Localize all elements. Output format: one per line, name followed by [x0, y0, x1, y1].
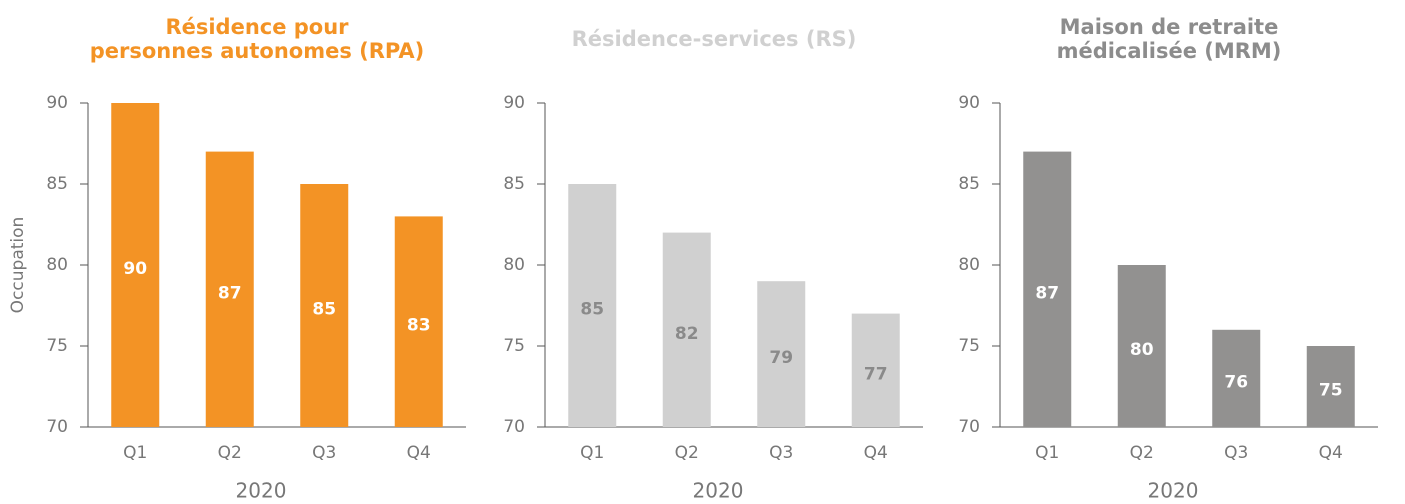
- x-tick-label: Q1: [580, 443, 604, 463]
- y-tick-label: 85: [503, 174, 525, 194]
- bar: [662, 232, 711, 427]
- x-tick-label: Q1: [123, 443, 147, 463]
- y-tick-label: 80: [46, 255, 68, 275]
- x-tick-label: Q4: [864, 443, 888, 463]
- data-label: 76: [1224, 372, 1248, 392]
- data-label: 75: [1319, 381, 1343, 401]
- chart-title: Maison de retraite: [1060, 15, 1279, 39]
- chart-title: Résidence pour: [165, 15, 349, 39]
- data-label: 79: [769, 348, 793, 368]
- data-label: 85: [580, 300, 604, 320]
- x-tick-label: Q4: [407, 443, 431, 463]
- y-tick-label: 80: [503, 255, 525, 275]
- y-tick-label: 75: [46, 336, 68, 356]
- y-tick-label: 80: [958, 255, 980, 275]
- bar: [1306, 346, 1355, 427]
- y-tick-label: 70: [503, 417, 525, 437]
- y-tick-label: 70: [958, 417, 980, 437]
- x-axis-label: 2020: [236, 479, 287, 503]
- bar: [394, 216, 443, 427]
- x-tick-label: Q1: [1035, 443, 1059, 463]
- y-tick-label: 90: [46, 93, 68, 113]
- x-tick-label: Q3: [312, 443, 336, 463]
- data-label: 85: [312, 300, 336, 320]
- y-tick-label: 75: [958, 336, 980, 356]
- chart-title: médicalisée (MRM): [1057, 39, 1282, 63]
- y-tick-label: 70: [46, 417, 68, 437]
- chart-title: Résidence-services (RS): [572, 27, 857, 51]
- bar: [1117, 265, 1166, 427]
- x-axis-label: 2020: [693, 479, 744, 503]
- bar: [111, 103, 160, 427]
- y-tick-label: 85: [958, 174, 980, 194]
- x-tick-label: Q2: [1130, 443, 1154, 463]
- data-label: 82: [675, 324, 699, 344]
- x-tick-label: Q3: [769, 443, 793, 463]
- y-tick-label: 90: [958, 93, 980, 113]
- bar: [568, 184, 617, 427]
- data-label: 87: [218, 283, 242, 303]
- data-label: 90: [123, 259, 147, 279]
- x-axis-label: 2020: [1148, 479, 1199, 503]
- bar: [300, 184, 349, 427]
- bar: [205, 151, 254, 427]
- chart-title: personnes autonomes (RPA): [90, 39, 425, 63]
- bar: [1212, 329, 1261, 427]
- y-tick-label: 85: [46, 174, 68, 194]
- x-tick-label: Q2: [675, 443, 699, 463]
- bar: [1023, 151, 1072, 427]
- bar: [851, 313, 900, 427]
- data-label: 83: [407, 316, 431, 336]
- y-tick-label: 75: [503, 336, 525, 356]
- data-label: 80: [1130, 340, 1154, 360]
- y-axis-label: Occupation: [8, 217, 28, 314]
- x-tick-label: Q2: [218, 443, 242, 463]
- bar: [757, 281, 806, 427]
- data-label: 87: [1035, 283, 1059, 303]
- x-tick-label: Q4: [1319, 443, 1343, 463]
- y-tick-label: 90: [503, 93, 525, 113]
- x-tick-label: Q3: [1224, 443, 1248, 463]
- data-label: 77: [864, 364, 888, 384]
